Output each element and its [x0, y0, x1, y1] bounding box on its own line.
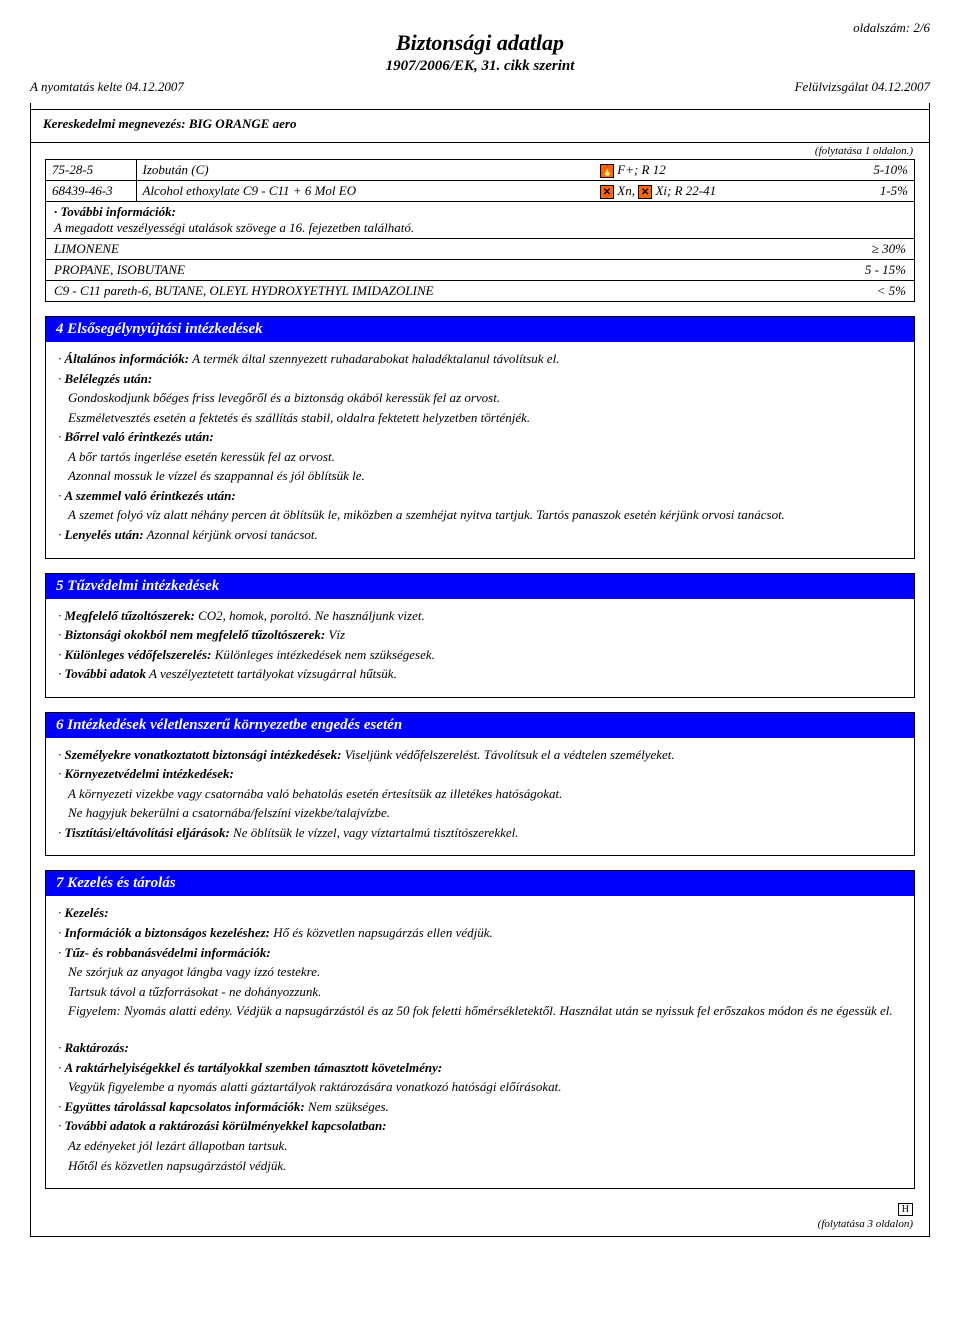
outer-frame: (folytatása 1 oldalon.) 75-28-5 Izobután… — [30, 143, 930, 1237]
safe-handling-text: Hő és közvetlen napsugárzás ellen védjük… — [273, 925, 493, 940]
section-4: 4 Elsősegélynyújtási intézkedések Általá… — [45, 316, 915, 558]
section-6-header: 6 Intézkedések véletlenszerű környezetbe… — [46, 713, 914, 738]
section-7-header: 7 Kezelés és tárolás — [46, 871, 914, 896]
extinguish-text: CO2, homok, poroltó. Ne használjunk vize… — [198, 608, 425, 623]
irritant-icon: ✕ — [638, 185, 652, 199]
cas-number: 75-28-5 — [46, 160, 136, 181]
inhalation-label: Belélegzés után: — [65, 371, 153, 386]
cleanup-label: Tisztítási/eltávolítási eljárások: — [65, 825, 230, 840]
cas-number: 68439-46-3 — [46, 181, 136, 202]
conditions-text-1: Az edényeket jól lezárt állapotban tarts… — [58, 1137, 902, 1155]
storage-req-text: Vegyük figyelembe a nyomás alatti gáztar… — [58, 1078, 902, 1096]
section-5: 5 Tűzvédelmi intézkedések Megfelelő tűzo… — [45, 573, 915, 698]
doc-subtitle: 1907/2006/EK, 31. cikk szerint — [30, 58, 930, 75]
extra-name: LIMONENE — [54, 241, 119, 257]
continued-from: (folytatása 1 oldalon.) — [31, 143, 929, 157]
swallow-label: Lenyelés után: — [65, 527, 144, 542]
general-info-text: A termék által szennyezett ruhadarabokat… — [192, 351, 559, 366]
extra-pct: 5 - 15% — [865, 262, 906, 278]
storage-label: Raktározás: — [65, 1040, 129, 1055]
section-6: 6 Intézkedések véletlenszerű környezetbe… — [45, 712, 915, 857]
together-text: Nem szükséges. — [308, 1099, 389, 1114]
substance-name: Izobután (C) — [136, 160, 594, 181]
print-date: A nyomtatás kelte 04.12.2007 — [30, 79, 184, 95]
inhalation-text-2: Eszméletvesztés esetén a fektetés és szá… — [58, 409, 902, 427]
hazard-cell: ✕ Xn, ✕ Xi; R 22-41 — [594, 181, 824, 202]
unsuitable-text: Víz — [328, 627, 345, 642]
storage-req-label: A raktárhelyiségekkel és tartályokkal sz… — [65, 1060, 443, 1075]
hazard-code: Xi; R 22-41 — [655, 183, 716, 198]
section-4-header: 4 Elsősegélynyújtási intézkedések — [46, 317, 914, 342]
handling-label: Kezelés: — [65, 905, 109, 920]
composition-table: 75-28-5 Izobután (C) 🔥 F+; R 12 5-10% 68… — [46, 160, 914, 201]
section-7: 7 Kezelés és tárolás Kezelés: Információ… — [45, 870, 915, 1189]
composition-extra-row: LIMONENE ≥ 30% — [46, 238, 914, 259]
page-header: oldalszám: 2/6 Biztonsági adatlap 1907/2… — [30, 20, 930, 95]
ppe-text: Különleges intézkedések nem szükségesek. — [215, 647, 435, 662]
general-info-label: Általános információk: — [65, 351, 190, 366]
hazard-cell: 🔥 F+; R 12 — [594, 160, 824, 181]
country-mark: H — [898, 1203, 913, 1216]
cleanup-text: Ne öblítsük le vízzel, vagy víztartalmú … — [233, 825, 518, 840]
personal-label: Személyekre vonatkoztatott biztonsági in… — [65, 747, 342, 762]
flame-icon: 🔥 — [600, 164, 614, 178]
section-5-header: 5 Tűzvédelmi intézkedések — [46, 574, 914, 599]
skin-label: Bőrrel való érintkezés után: — [65, 429, 214, 444]
personal-text: Viseljünk védőfelszerelést. Távolítsuk e… — [345, 747, 675, 762]
conditions-label: További adatok a raktározási körülmények… — [65, 1118, 387, 1133]
further-info-text: A megadott veszélyességi utalások szöveg… — [54, 220, 414, 235]
table-row: 75-28-5 Izobután (C) 🔥 F+; R 12 5-10% — [46, 160, 914, 181]
continued-to: (folytatása 3 oldalon) — [818, 1218, 913, 1230]
fire-text-3: Figyelem: Nyomás alatti edény. Védjük a … — [58, 1002, 902, 1020]
composition-extra-row: PROPANE, ISOBUTANE 5 - 15% — [46, 259, 914, 280]
more-text: A veszélyeztetett tartályokat vízsugárra… — [149, 666, 397, 681]
skin-text-1: A bőr tartós ingerlése esetén keressük f… — [58, 448, 902, 466]
unsuitable-label: Biztonsági okokból nem megfelelő tűzoltó… — [65, 627, 326, 642]
extinguish-label: Megfelelő tűzoltószerek: — [65, 608, 195, 623]
env-label: Környezetvédelmi intézkedések: — [65, 766, 234, 781]
composition-extra-row: C9 - C11 pareth-6, BUTANE, OLEYL HYDROXY… — [46, 280, 914, 301]
swallow-text: Azonnal kérjünk orvosi tanácsot. — [147, 527, 318, 542]
table-row: 68439-46-3 Alcohol ethoxylate C9 - C11 +… — [46, 181, 914, 202]
eye-text: A szemet folyó víz alatt néhány percen á… — [58, 506, 902, 524]
revision-date: Felülvizsgálat 04.12.2007 — [795, 79, 930, 95]
trade-name: Kereskedelmi megnevezés: BIG ORANGE aero — [43, 110, 917, 132]
env-text-2: Ne hagyjuk bekerülni a csatornába/felszí… — [58, 804, 902, 822]
trade-name-box: Kereskedelmi megnevezés: BIG ORANGE aero — [30, 103, 930, 143]
extra-name: PROPANE, ISOBUTANE — [54, 262, 185, 278]
env-text-1: A környezeti vizekbe vagy csatornába val… — [58, 785, 902, 803]
extra-pct: ≥ 30% — [872, 241, 906, 257]
percentage: 1-5% — [824, 181, 914, 202]
page-number: oldalszám: 2/6 — [853, 20, 930, 36]
extra-name: C9 - C11 pareth-6, BUTANE, OLEYL HYDROXY… — [54, 283, 434, 299]
composition-box: 75-28-5 Izobután (C) 🔥 F+; R 12 5-10% 68… — [45, 159, 915, 302]
inhalation-text-1: Gondoskodjunk bőéges friss levegőről és … — [58, 389, 902, 407]
further-info-label: További információk: — [54, 204, 176, 219]
fire-text-1: Ne szórjuk az anyagot lángba vagy izzó t… — [58, 963, 902, 981]
substance-name: Alcohol ethoxylate C9 - C11 + 6 Mol EO — [136, 181, 594, 202]
eye-label: A szemmel való érintkezés után: — [65, 488, 236, 503]
extra-pct: < 5% — [877, 283, 906, 299]
doc-title: Biztonsági adatlap — [30, 30, 930, 56]
hazard-code: Xn, — [617, 183, 635, 198]
skin-text-2: Azonnal mossuk le vízzel és szappannal é… — [58, 467, 902, 485]
together-label: Együttes tárolással kapcsolatos informác… — [65, 1099, 305, 1114]
further-info: További információk: A megadott veszélye… — [46, 201, 914, 238]
irritant-icon: ✕ — [600, 185, 614, 199]
more-label: További adatok — [65, 666, 147, 681]
fire-text-2: Tartsuk távol a tűzforrásokat - ne dohán… — [58, 983, 902, 1001]
safe-handling-label: Információk a biztonságos kezeléshez: — [65, 925, 270, 940]
fire-label: Tűz- és robbanásvédelmi információk: — [65, 945, 271, 960]
ppe-label: Különleges védőfelszerelés: — [65, 647, 212, 662]
conditions-text-2: Hőtől és közvetlen napsugárzástól védjük… — [58, 1157, 902, 1175]
hazard-code: F+; R 12 — [617, 162, 665, 177]
percentage: 5-10% — [824, 160, 914, 181]
